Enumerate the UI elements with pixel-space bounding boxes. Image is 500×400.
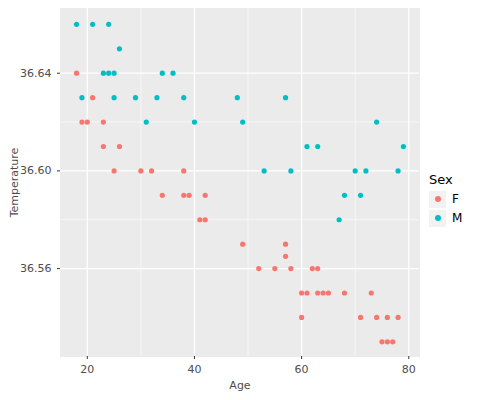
svg-text:Temperature: Temperature [8,147,21,218]
svg-text:Age: Age [229,379,251,392]
svg-text:80: 80 [402,363,416,376]
svg-text:40: 40 [187,363,201,376]
svg-text:60: 60 [295,363,309,376]
svg-text:20: 20 [80,363,94,376]
html-text:M: M [452,211,463,225]
svg-text:36.56: 36.56 [20,262,52,275]
svg-text:36.64: 36.64 [20,67,52,80]
html-text:F: F [452,192,459,206]
html-text:Sex: Sex [429,171,453,187]
svg-text:36.60: 36.60 [20,164,52,177]
